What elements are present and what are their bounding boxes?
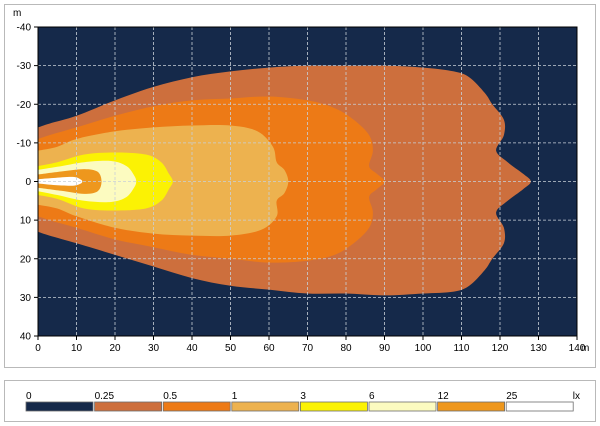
x-tick-label: 10 [71,343,83,354]
y-unit-label: m [13,8,21,19]
y-tick-label: -30 [17,61,32,72]
x-tick-label: 0 [35,343,41,354]
legend-label: 0.25 [95,391,115,402]
y-tick-label: 30 [20,293,32,304]
legend-label: 0.5 [163,391,177,402]
y-tick-label: 10 [20,216,32,227]
legend-swatch [299,401,368,412]
legend-swatch [25,401,94,412]
y-tick-label: -40 [17,23,32,34]
legend-label: 12 [438,391,450,402]
x-tick-label: 40 [186,343,198,354]
legend-swatch [437,401,506,412]
x-tick-label: 60 [263,343,275,354]
legend-swatch [368,401,437,412]
x-tick-label: 110 [454,343,470,354]
legend-label: 0 [26,391,32,402]
y-tick-label: -10 [17,138,32,149]
x-tick-label: 30 [148,343,160,354]
legend-swatch [505,401,574,412]
legend-unit: lx [573,391,580,402]
x-tick-label: 140 [569,343,586,354]
x-tick-label: 90 [379,343,391,354]
x-tick-label: 100 [415,343,432,354]
y-tick-label: -20 [17,100,32,111]
legend-swatch [94,401,162,412]
x-tick-label: 70 [302,343,314,354]
legend-frame [4,380,596,422]
legend-label: 25 [506,391,518,402]
legend-swatch [231,401,300,412]
isolux-chart: 0 10 20 30 40 50 60 70 80 90 100 110 120 130 140-40-30… [13,8,589,354]
x-tick-label: 50 [225,343,237,354]
x-tick-label: 80 [340,343,352,354]
x-tick-label: 20 [109,343,121,354]
x-tick-label: 120 [492,343,509,354]
y-tick-label: 40 [20,332,32,343]
y-tick-label: 0 [25,177,31,188]
x-tick-label: 130 [530,343,547,354]
legend-label: 1 [232,391,238,402]
x-unit-label: m [581,343,589,354]
legend-label: 3 [300,391,306,402]
legend-swatch [162,401,231,412]
legend-label: 6 [369,391,375,402]
y-tick-label: 20 [20,254,32,265]
